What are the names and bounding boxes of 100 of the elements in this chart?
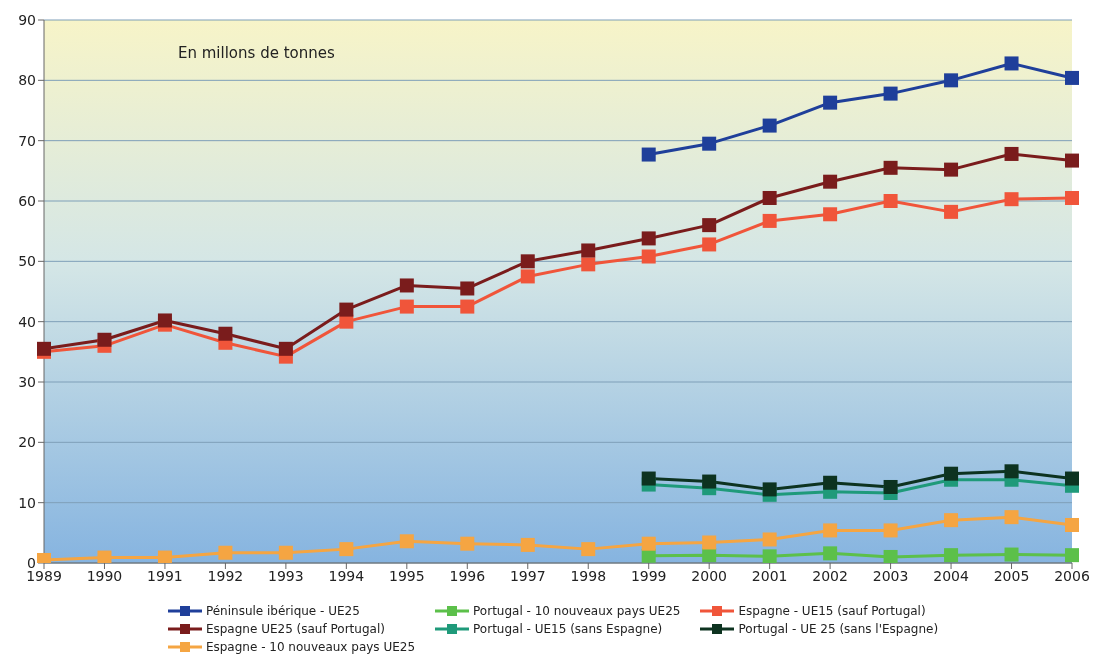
point bbox=[883, 194, 898, 208]
point bbox=[883, 479, 898, 494]
legend-label: Espagne - 10 nouveaux pays UE25 bbox=[205, 640, 416, 654]
y-tick-label: 20 bbox=[18, 434, 36, 451]
point bbox=[1065, 471, 1079, 486]
point bbox=[399, 534, 414, 549]
x-tick-label: 1993 bbox=[268, 567, 304, 584]
point bbox=[702, 237, 717, 252]
point bbox=[520, 254, 535, 269]
point bbox=[1065, 517, 1079, 532]
point bbox=[762, 532, 777, 547]
point bbox=[1004, 547, 1019, 562]
point bbox=[520, 537, 535, 552]
point bbox=[944, 73, 959, 88]
x-tick-label: 2006 bbox=[1054, 567, 1090, 584]
x-tick-label: 2005 bbox=[993, 567, 1030, 584]
point bbox=[157, 313, 172, 328]
point bbox=[1065, 153, 1079, 168]
point bbox=[762, 118, 777, 133]
point bbox=[581, 243, 596, 258]
point bbox=[944, 204, 959, 219]
point bbox=[641, 249, 656, 264]
y-tick-label: 70 bbox=[18, 132, 36, 149]
point bbox=[339, 302, 354, 317]
point bbox=[702, 548, 717, 563]
point bbox=[762, 549, 777, 563]
point bbox=[1004, 510, 1019, 525]
point bbox=[702, 474, 717, 489]
x-tick-label: 1995 bbox=[389, 567, 425, 584]
point bbox=[702, 136, 717, 151]
point bbox=[278, 545, 293, 560]
point bbox=[702, 535, 717, 550]
legend-label: Portugal - UE15 (sans Espagne) bbox=[473, 622, 663, 636]
point bbox=[218, 326, 233, 341]
x-tick-label: 1994 bbox=[328, 567, 365, 584]
point bbox=[762, 482, 777, 497]
point bbox=[1065, 190, 1079, 205]
point bbox=[157, 550, 172, 563]
point bbox=[581, 257, 596, 272]
point bbox=[944, 466, 959, 481]
point bbox=[883, 549, 898, 563]
x-tick-label: 1998 bbox=[570, 567, 607, 584]
point bbox=[883, 160, 898, 175]
point bbox=[823, 523, 838, 538]
y-tick-label: 50 bbox=[18, 253, 36, 270]
point bbox=[823, 475, 838, 490]
point bbox=[1004, 56, 1019, 71]
point bbox=[1065, 70, 1079, 85]
point bbox=[944, 513, 959, 528]
point bbox=[641, 231, 656, 246]
y-tick-label: 30 bbox=[18, 373, 36, 390]
x-tick-label: 1999 bbox=[630, 567, 667, 584]
point bbox=[1004, 192, 1019, 207]
legend-label: Portugal - UE 25 (sans l'Espagne) bbox=[738, 622, 939, 636]
legend-label: Portugal - 10 nouveaux pays UE25 bbox=[473, 604, 681, 618]
point bbox=[641, 536, 656, 551]
legend-label: Espagne - UE15 (sauf Portugal) bbox=[738, 604, 926, 618]
legend-label: Péninsule ibérique - UE25 bbox=[205, 604, 360, 618]
x-tick-label: 1997 bbox=[509, 567, 546, 584]
legend-label: Espagne UE25 (sauf Portugal) bbox=[205, 622, 385, 636]
annotation: En millons de tonnes bbox=[178, 44, 335, 62]
point bbox=[883, 523, 898, 538]
point bbox=[460, 281, 475, 296]
y-tick-label: 60 bbox=[18, 192, 36, 209]
point bbox=[218, 545, 233, 560]
point bbox=[641, 471, 656, 486]
point bbox=[1004, 146, 1019, 161]
point bbox=[1065, 548, 1079, 563]
point bbox=[399, 278, 414, 293]
x-tick-label: 2000 bbox=[691, 567, 727, 584]
point bbox=[641, 147, 656, 162]
x-tick-label: 2003 bbox=[872, 567, 909, 584]
point bbox=[1004, 464, 1019, 479]
x-tick-label: 1992 bbox=[207, 567, 244, 584]
y-tick-label: 90 bbox=[18, 11, 36, 28]
point bbox=[823, 95, 838, 110]
point bbox=[823, 174, 838, 189]
point bbox=[762, 190, 777, 205]
x-tick-label: 2002 bbox=[812, 567, 848, 584]
point bbox=[883, 86, 898, 101]
point bbox=[762, 213, 777, 228]
y-tick-label: 10 bbox=[18, 494, 36, 511]
point bbox=[460, 536, 475, 551]
y-tick-label: 40 bbox=[18, 313, 36, 330]
point bbox=[944, 548, 959, 563]
point bbox=[823, 207, 838, 222]
point bbox=[944, 162, 959, 177]
point bbox=[278, 341, 293, 356]
point bbox=[460, 299, 475, 314]
point bbox=[520, 269, 535, 284]
x-tick-label: 2004 bbox=[933, 567, 969, 584]
point bbox=[702, 218, 717, 233]
x-tick-label: 1996 bbox=[449, 567, 486, 584]
point bbox=[823, 546, 838, 561]
x-tick-label: 1990 bbox=[86, 567, 123, 584]
point bbox=[97, 550, 112, 563]
point bbox=[97, 332, 112, 347]
point bbox=[339, 542, 354, 557]
x-tick-label: 1991 bbox=[147, 567, 183, 584]
x-tick-label: 2001 bbox=[751, 567, 788, 584]
